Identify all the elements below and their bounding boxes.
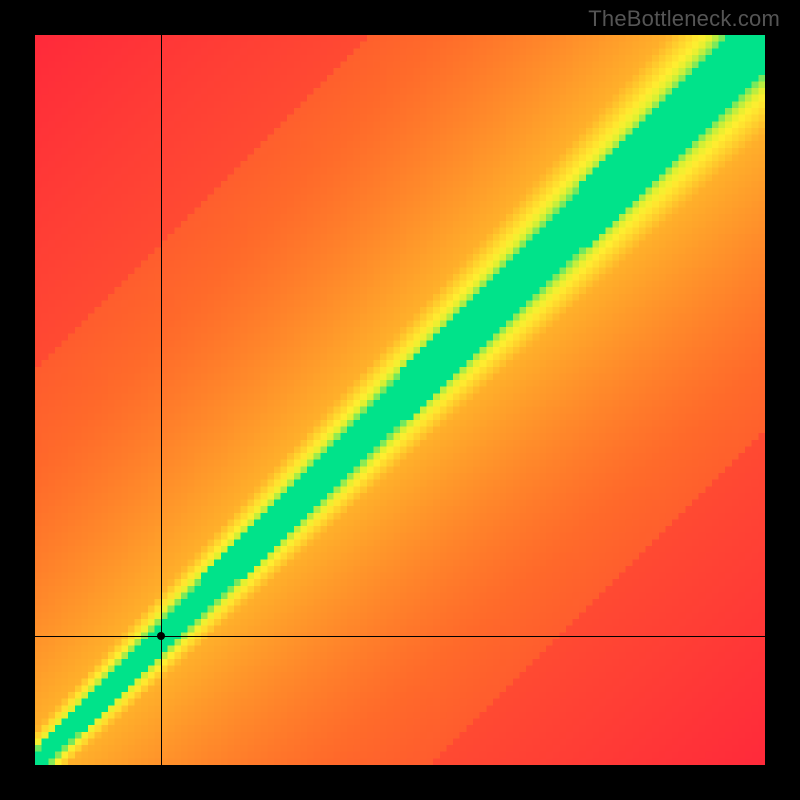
heatmap-canvas [35, 35, 765, 765]
crosshair-horizontal [35, 636, 765, 637]
heatmap-plot [35, 35, 765, 765]
crosshair-vertical [161, 35, 162, 765]
crosshair-marker [157, 632, 165, 640]
chart-container: TheBottleneck.com [0, 0, 800, 800]
watermark-text: TheBottleneck.com [588, 6, 780, 32]
